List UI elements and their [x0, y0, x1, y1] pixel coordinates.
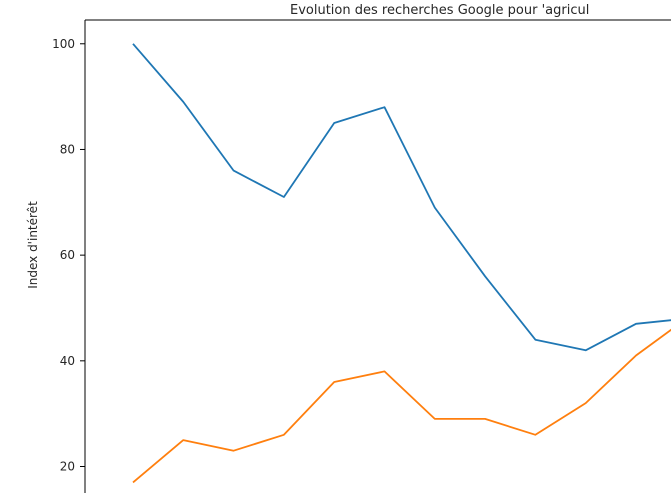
- y-tick-label: 20: [60, 460, 75, 474]
- y-tick-label: 80: [60, 142, 75, 156]
- y-tick-label: 100: [52, 37, 75, 51]
- series-line-1: [132, 43, 671, 352]
- y-tick-label: 40: [60, 354, 75, 368]
- y-ticks: 20 40 60 80 100: [52, 37, 85, 474]
- y-tick-label: 60: [60, 248, 75, 262]
- series-line-2: [132, 328, 671, 484]
- series-lines: [132, 43, 671, 484]
- chart-title: Evolution des recherches Google pour 'ag…: [290, 3, 589, 18]
- y-axis-label: Index d'intérêt: [26, 201, 40, 289]
